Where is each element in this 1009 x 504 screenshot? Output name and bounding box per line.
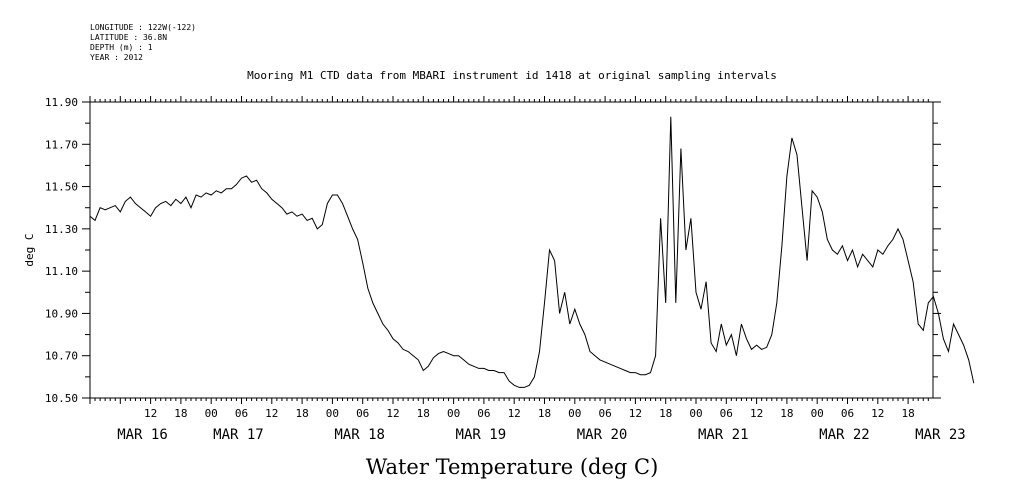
meta-latitude: LATITUDE : 36.8N xyxy=(90,33,167,42)
x-tick-label: 06 xyxy=(841,407,854,420)
x-date-label: MAR 19 xyxy=(456,427,507,443)
x-tick-label: 12 xyxy=(508,407,521,420)
y-tick-label: 11.90 xyxy=(45,96,78,109)
x-tick-label: 06 xyxy=(356,407,369,420)
chart-title: Mooring M1 CTD data from MBARI instrumen… xyxy=(247,69,777,82)
meta-depth: DEPTH (m) : 1 xyxy=(90,43,153,52)
x-tick-label: 12 xyxy=(386,407,399,420)
x-tick-label: 18 xyxy=(295,407,308,420)
x-tick-label: 12 xyxy=(871,407,884,420)
x-date-label: MAR 23 xyxy=(915,427,966,443)
meta-year: YEAR : 2012 xyxy=(90,53,143,62)
x-tick-label: 12 xyxy=(265,407,278,420)
x-date-label: MAR 17 xyxy=(213,427,264,443)
axes: 10.50 10.70 10.90 11.10 11.30 11.50 11.70 11.90… xyxy=(45,96,966,443)
x-tick-label: 06 xyxy=(235,407,248,420)
x-tick-label: 00 xyxy=(205,407,218,420)
x-date-label: MAR 21 xyxy=(698,427,749,443)
x-tick-label: 18 xyxy=(417,407,430,420)
x-tick-label: 12 xyxy=(144,407,157,420)
y-tick-label: 11.70 xyxy=(45,138,78,151)
y-tick-label: 10.70 xyxy=(45,350,78,363)
x-tick-label: 00 xyxy=(689,407,702,420)
x-tick-label: 06 xyxy=(720,407,733,420)
y-tick-label: 10.50 xyxy=(45,392,78,405)
x-tick-label: 00 xyxy=(447,407,460,420)
y-axis-label: deg C xyxy=(23,233,36,266)
x-tick-label: 06 xyxy=(598,407,611,420)
x-date-label: MAR 16 xyxy=(117,427,168,443)
x-tick-label: 06 xyxy=(477,407,490,420)
meta-longitude: LONGITUDE : 122W(-122) xyxy=(90,23,196,32)
x-tick-label: 18 xyxy=(174,407,187,420)
y-tick-label: 11.50 xyxy=(45,181,78,194)
y-tick-label: 11.30 xyxy=(45,223,78,236)
chart-subtitle: Water Temperature (deg C) xyxy=(366,455,659,479)
x-tick-label: 00 xyxy=(811,407,824,420)
x-tick-label: 12 xyxy=(750,407,763,420)
x-tick-label: 12 xyxy=(629,407,642,420)
x-date-label: MAR 20 xyxy=(577,427,628,443)
temperature-series-line xyxy=(89,116,975,388)
y-tick-label: 11.10 xyxy=(45,265,78,278)
x-tick-label: 18 xyxy=(780,407,793,420)
x-date-label: MAR 22 xyxy=(819,427,870,443)
x-tick-label: 18 xyxy=(659,407,672,420)
x-tick-label: 18 xyxy=(901,407,914,420)
x-tick-label: 00 xyxy=(326,407,339,420)
x-tick-label: 00 xyxy=(568,407,581,420)
x-date-label: MAR 18 xyxy=(334,427,385,443)
y-tick-label: 10.90 xyxy=(45,307,78,320)
x-tick-label: 18 xyxy=(538,407,551,420)
